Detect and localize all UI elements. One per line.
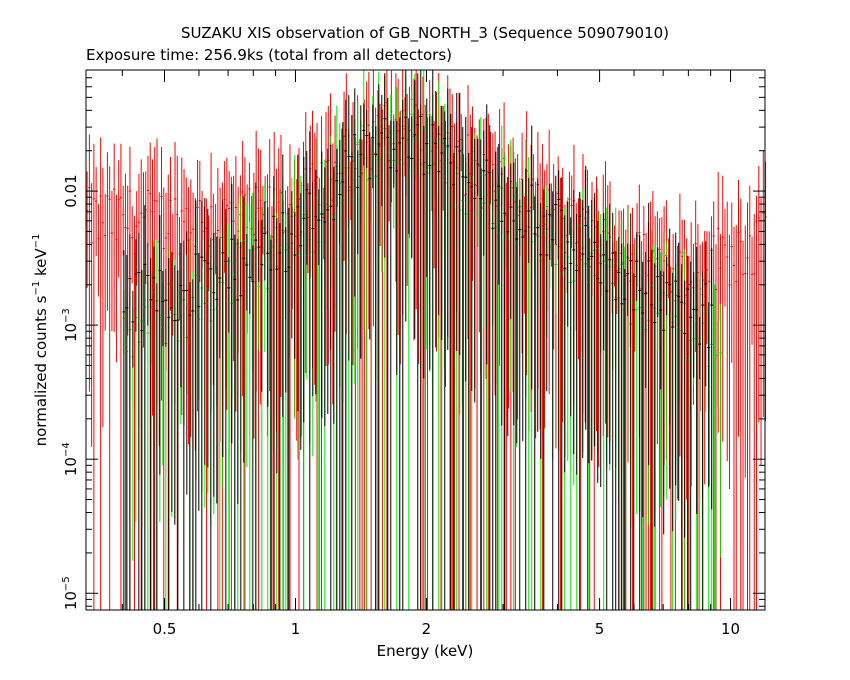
y-tick-label: 10−4 [61,442,80,476]
y-tick-mantissa: 10 [62,457,80,476]
x-tick-label: 2 [422,620,432,638]
y-tick-exponent: −3 [61,308,72,323]
y-axis-label-main: normalized counts s [32,295,50,446]
data-layer [86,70,767,610]
y-tick-mantissa: 10 [62,591,80,610]
y-axis-label-mid: keV [32,248,50,281]
series-3 [122,70,714,610]
y-tick-label: 10−3 [61,308,80,342]
y-tick-exponent: −4 [61,442,72,457]
y-tick-exponent: −5 [61,576,72,591]
y-axis-label-exp2: −1 [31,234,42,249]
y-tick-mantissa: 10 [62,323,80,342]
chart-title: SUZAKU XIS observation of GB_NORTH_3 (Se… [181,24,669,43]
y-tick-label: 0.01 [62,174,80,207]
y-axis-label: normalized counts s−1 keV−1 [31,234,50,447]
chart-subtitle: Exposure time: 256.9ks (total from all d… [86,46,452,64]
x-tick-label: 0.5 [153,620,177,638]
y-tick-mantissa: 0.01 [62,174,80,207]
y-axis-label-exp1: −1 [31,281,42,296]
x-tick-label: 1 [291,620,301,638]
y-tick-label: 10−5 [61,576,80,610]
tick-marks [86,69,765,610]
x-tick-label: 10 [721,620,740,638]
plot-frame [85,69,766,611]
x-tick-label: 5 [595,620,605,638]
x-axis-label: Energy (keV) [377,642,474,660]
